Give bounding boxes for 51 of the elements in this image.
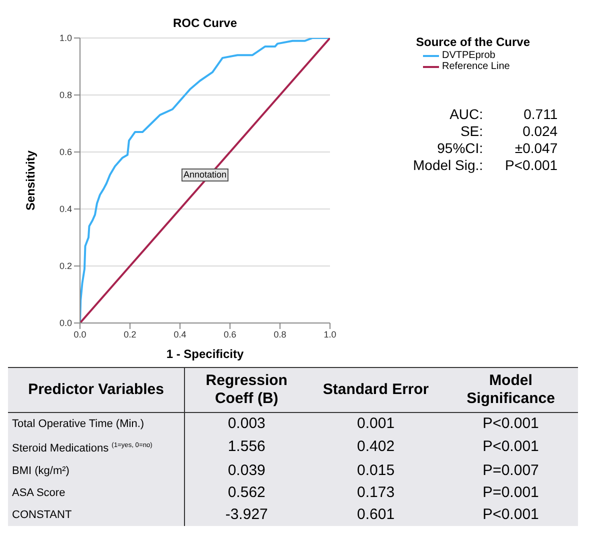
text: Model Significance — [466, 372, 555, 407]
x-tick-label: 0.0 — [74, 329, 86, 340]
text: Total Operative Time (Min.) — [12, 418, 144, 430]
text: Standard Error — [322, 381, 429, 398]
text: 0.402 — [357, 438, 395, 456]
text: ±0.047 — [514, 140, 558, 156]
y-axis-title: Sensitivity — [23, 150, 38, 211]
text: Steroid Medications $^{(1=yes, 0=no)}$ — [12, 442, 152, 455]
legend-label: Reference Line — [441, 61, 511, 72]
text: CONSTANT — [12, 508, 72, 521]
text: Regression Coeff (B) — [206, 372, 288, 407]
text: 0.039 — [228, 462, 266, 479]
legend-title: Source of the Curve — [414, 35, 532, 49]
y-tick-label: 0.4 — [59, 204, 72, 214]
text: P=0.001 — [482, 484, 539, 501]
legend-label: DVTPEprob — [441, 50, 496, 61]
text: P<0.001 — [505, 157, 558, 173]
x-tick-label: 1.0 — [324, 329, 336, 340]
text: 0.024 — [522, 123, 558, 139]
text: 0.601 — [357, 506, 395, 523]
text: P=0.007 — [482, 462, 539, 479]
text: P<0.001 — [482, 438, 539, 456]
text: 0.015 — [357, 462, 395, 479]
y-tick-label: 1.0 — [59, 33, 72, 44]
text: Predictor Variables — [28, 381, 164, 398]
y-tick-label: 0.8 — [59, 90, 72, 100]
x-axis-title: 1 - Specificity — [166, 347, 244, 361]
x-tick-label: 0.6 — [224, 329, 236, 340]
x-tick-label: 0.4 — [174, 329, 186, 340]
text: AUC: — [450, 106, 484, 122]
text: 0.562 — [228, 484, 266, 501]
text: -3.927 — [225, 506, 268, 523]
text: 0.173 — [357, 484, 395, 501]
text: 0.711 — [524, 106, 558, 122]
text: SE: — [460, 123, 484, 139]
x-tick-label: 0.8 — [274, 329, 286, 340]
chart-title: ROC Curve — [172, 16, 238, 30]
text: ASA Score — [12, 486, 66, 499]
text: BMI (kg/m²) — [12, 464, 70, 477]
y-tick-label: 0.0 — [59, 318, 72, 328]
text: 0.001 — [357, 415, 395, 432]
text: Model Sig.: — [413, 157, 484, 173]
annotation: Annotation — [181, 168, 229, 182]
y-tick-label: 0.6 — [59, 147, 72, 158]
text: 0.003 — [228, 415, 266, 432]
x-tick-label: 0.2 — [124, 329, 136, 340]
y-tick-label: 0.2 — [59, 261, 72, 272]
text: P<0.001 — [482, 415, 539, 432]
text: 95%CI: — [437, 140, 484, 156]
text: 1.556 — [228, 438, 266, 456]
text: P<0.001 — [482, 506, 539, 523]
